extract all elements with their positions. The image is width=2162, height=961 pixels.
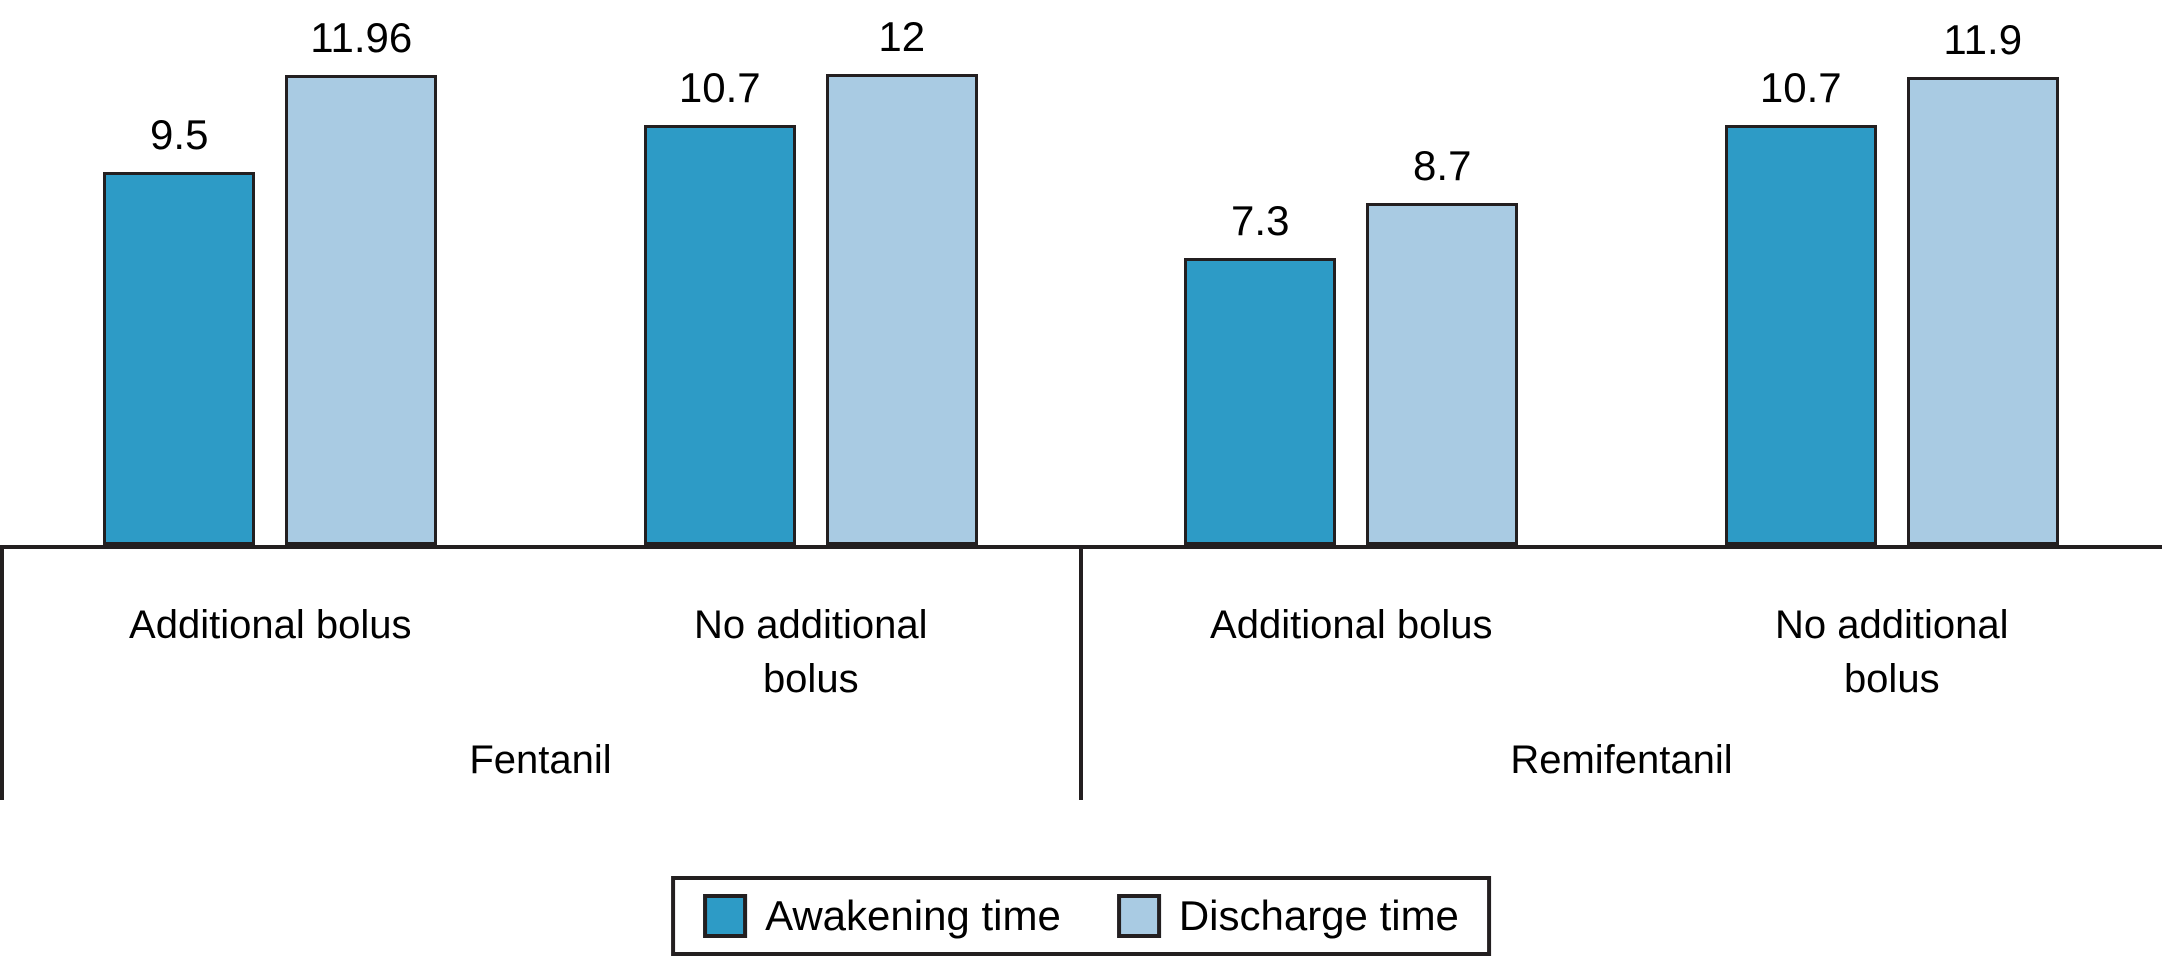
discharge-time-swatch	[1116, 894, 1161, 938]
bar-value-label: 11.9	[1943, 16, 2023, 63]
bar-value-label: 10.7	[678, 64, 761, 111]
category-label: Additional bolus	[129, 603, 412, 647]
bar-value-label: 10.7	[1759, 64, 1842, 111]
drug-group-label-row: Fentanil Remifentanil	[0, 740, 2162, 780]
legend: Awakening time Discharge time	[671, 876, 1491, 956]
drug-group-label: Remifentanil	[1510, 738, 1733, 782]
plot-area: 9.5 11.96 10.7 12 7.3 8.7 10.7 11.9	[0, 0, 2162, 545]
drug-group-label: Fentanil	[469, 738, 612, 782]
bar	[285, 75, 438, 545]
bar-value-label: 11.96	[310, 14, 413, 61]
bar-discharge-time: 11.9	[1906, 16, 2059, 545]
bar-value-label: 7.3	[1231, 197, 1290, 244]
bar-discharge-time: 11.96	[285, 14, 438, 545]
bar-value-label: 8.7	[1413, 142, 1472, 189]
plot-group-fentanil: 9.5 11.96 10.7 12	[0, 0, 1081, 545]
bar-value-label: 9.5	[150, 111, 209, 158]
bar-pair: 9.5 11.96	[0, 0, 541, 545]
bar-discharge-time: 12	[825, 13, 978, 545]
awakening-time-swatch	[703, 894, 748, 938]
legend-label-awakening-time: Awakening time	[765, 892, 1061, 939]
bar	[103, 172, 256, 545]
bar-pair: 10.7 12	[541, 0, 1082, 545]
bar	[1366, 203, 1519, 545]
category-label: Additional bolus	[1210, 603, 1493, 647]
bar-awakening-time: 10.7	[643, 64, 796, 545]
legend-item-discharge-time: Discharge time	[1116, 892, 1459, 939]
legend-item-awakening-time: Awakening time	[703, 894, 1061, 938]
bar-awakening-time: 7.3	[1184, 197, 1337, 545]
bar-value-label: 12	[878, 13, 926, 60]
legend-label-discharge-time: Discharge time	[1178, 892, 1459, 939]
bar-pair: 10.7 11.9	[1622, 0, 2162, 545]
category-label: No additional bolus	[694, 603, 928, 701]
bar-awakening-time: 9.5	[103, 111, 256, 545]
bar-awakening-time: 10.7	[1724, 64, 1877, 545]
axis-separator-middle	[1079, 545, 1083, 800]
bar	[1724, 125, 1877, 545]
category-label: No additional bolus	[1775, 603, 2009, 701]
bar-discharge-time: 8.7	[1366, 142, 1519, 545]
category-label-row: Additional bolus No additional bolus Addit…	[0, 598, 2162, 706]
bar	[825, 74, 978, 545]
axis-separator-left	[0, 545, 4, 800]
plot-group-remifentanil: 7.3 8.7 10.7 11.9	[1081, 0, 2162, 545]
bar	[643, 125, 796, 545]
bar	[1906, 77, 2059, 545]
bar-pair: 7.3 8.7	[1081, 0, 1622, 545]
bar	[1184, 258, 1337, 545]
